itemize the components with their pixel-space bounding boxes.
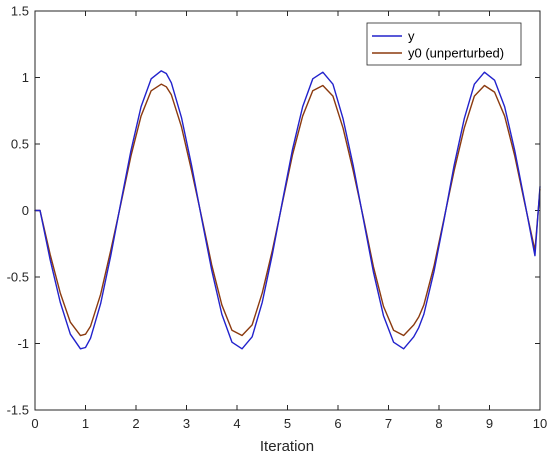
legend-box [366,22,522,66]
y-tick-label: 0.5 [11,137,29,152]
x-tick-label: 5 [284,416,291,431]
x-tick-label: 6 [334,416,341,431]
legend: y y0 (unperturbed) [366,22,522,66]
y-tick-label: 0 [22,203,29,218]
legend-label: y [408,29,415,44]
x-tick-label: 2 [132,416,139,431]
legend-label: y0 (unperturbed) [408,46,504,61]
x-axis-title: Iteration [260,438,314,455]
x-tick-label: 9 [486,416,493,431]
series-line [34,70,541,350]
plot-area-background [35,11,540,410]
series-layer [34,70,541,350]
x-tick-label: 7 [385,416,392,431]
tick-labels: 0 1 2 3 4 5 6 7 8 9 10 1.5 1 0.5 0 -0.5 -1 -1.5 [7,4,548,432]
x-tick-label: 4 [233,416,240,431]
y-tick-label: 1 [22,70,29,85]
y-tick-label: -1 [17,336,29,351]
x-tick-label: 3 [183,416,190,431]
y-tick-label: 1.5 [11,4,29,19]
x-tick-label: 0 [31,416,38,431]
x-tick-label: 10 [533,416,547,431]
x-tick-label: 1 [82,416,89,431]
plot-area-frame [34,10,541,411]
y-tick-label: -0.5 [7,270,29,285]
x-tick-label: 8 [435,416,442,431]
y-tick-label: -1.5 [7,403,29,418]
